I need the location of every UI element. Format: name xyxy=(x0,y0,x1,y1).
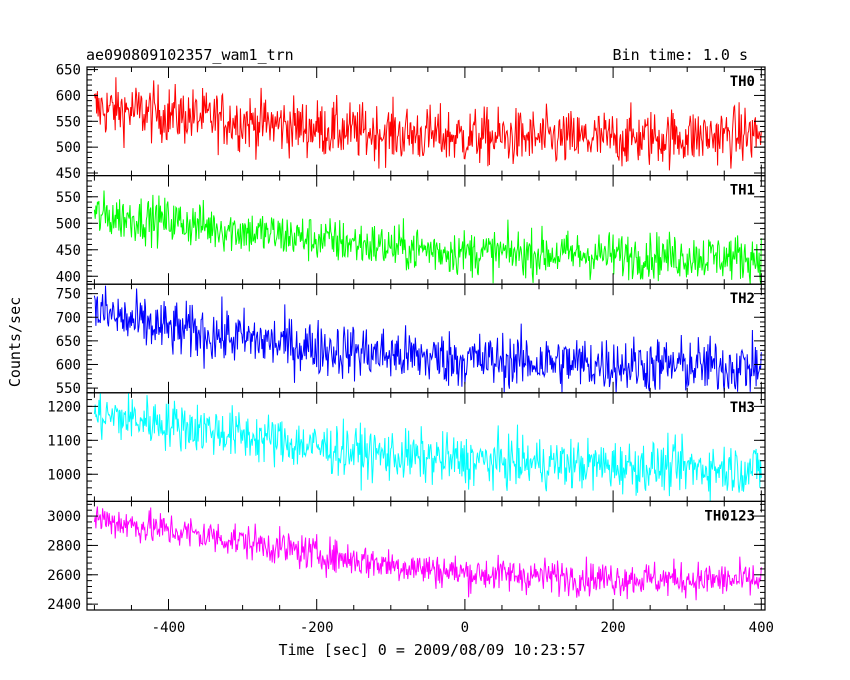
y-tick-label: 650 xyxy=(56,63,81,79)
x-tick-label: -400 xyxy=(152,620,186,636)
y-tick-label: 450 xyxy=(56,166,81,182)
y-tick-label: 550 xyxy=(56,190,81,206)
y-tick-label: 550 xyxy=(56,114,81,130)
y-tick-label: 2600 xyxy=(47,568,81,584)
series-line-th1 xyxy=(93,190,762,285)
series-line-th3 xyxy=(93,392,762,502)
x-tick-label: 400 xyxy=(749,620,774,636)
y-tick-label: 700 xyxy=(56,310,81,326)
panel-th3: 1000 1100 1200 TH3 xyxy=(47,392,766,502)
y-tick-label: 1000 xyxy=(47,467,81,483)
panel-name-label: TH3 xyxy=(730,400,755,416)
panel-frame xyxy=(86,283,766,394)
y-tick-label: 1200 xyxy=(47,399,81,415)
plot-title: ae090809102357_wam1_trn xyxy=(86,46,294,64)
series-line-th2 xyxy=(93,285,762,393)
panel-name-label: TH0 xyxy=(730,74,755,90)
panel-frame xyxy=(86,66,766,177)
panel-th1: 400 450 500 550 TH1 xyxy=(56,175,766,285)
panel-name-label: TH2 xyxy=(730,291,755,307)
panel-frame xyxy=(86,500,766,611)
panels: 450 500 550 600 650 TH0 400 450 500 550 TH1 550 600 6… xyxy=(47,63,774,636)
y-tick-label: 600 xyxy=(56,357,81,373)
y-tick-label: 3000 xyxy=(47,509,81,525)
panel-th0: 450 500 550 600 650 TH0 xyxy=(56,63,766,182)
y-tick-label: 750 xyxy=(56,287,81,303)
x-tick-label: 200 xyxy=(600,620,625,636)
panel-name-label: TH1 xyxy=(730,183,755,199)
panel-frame xyxy=(86,392,766,502)
x-axis-label: Time [sec] 0 = 2009/08/09 10:23:57 xyxy=(278,641,585,659)
x-tick-label: 0 xyxy=(461,620,469,636)
y-tick-label: 2800 xyxy=(47,538,81,554)
panel-th2: 550 600 650 700 750 TH2 xyxy=(56,283,766,397)
y-tick-label: 450 xyxy=(56,243,81,259)
y-tick-label: 500 xyxy=(56,216,81,232)
series-line-th0 xyxy=(93,77,762,171)
x-axis: -400 -200 0 200 400 xyxy=(152,620,774,636)
y-tick-label: 400 xyxy=(56,269,81,285)
y-tick-label: 2400 xyxy=(47,597,81,613)
panel-th0123: 2400 2600 2800 3000 TH0123 xyxy=(47,500,766,613)
panel-name-label: TH0123 xyxy=(704,508,755,524)
bin-time-label: Bin time: 1.0 s xyxy=(613,46,748,64)
series-line-th0123 xyxy=(93,506,762,601)
y-tick-label: 500 xyxy=(56,140,81,156)
y-tick-label: 600 xyxy=(56,88,81,104)
y-tick-label: 650 xyxy=(56,334,81,350)
x-tick-label: -200 xyxy=(300,620,334,636)
y-axis-label: Counts/sec xyxy=(6,297,24,387)
y-tick-label: 1100 xyxy=(47,433,81,449)
y-tick-label: 550 xyxy=(56,381,81,397)
